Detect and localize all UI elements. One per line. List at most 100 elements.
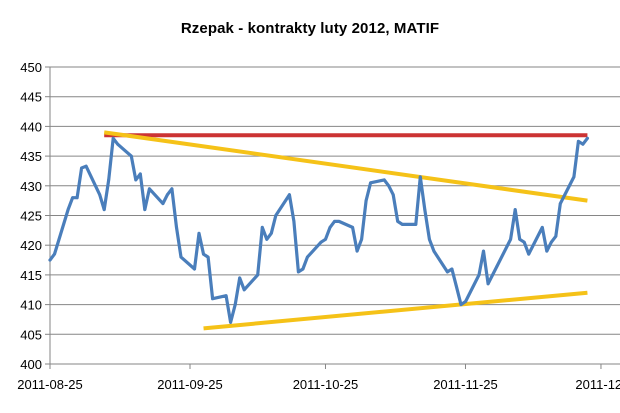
y-tick-label: 435 bbox=[20, 149, 42, 164]
price-point bbox=[202, 252, 205, 256]
price-point bbox=[369, 181, 372, 185]
y-tick-label: 440 bbox=[20, 119, 42, 134]
price-point bbox=[111, 136, 115, 140]
gridlines bbox=[50, 66, 620, 335]
x-tick-labels: 2011-08-25 2011-09-25 2011-10-25 2011-11-25… bbox=[17, 377, 620, 392]
x-tick-label: 2011-11-25 bbox=[433, 377, 498, 392]
price-point bbox=[459, 303, 463, 306]
price-point bbox=[242, 288, 246, 292]
trend-line bbox=[203, 290, 588, 331]
price-point bbox=[450, 267, 454, 271]
price-point bbox=[495, 264, 499, 268]
y-tick-label: 410 bbox=[20, 298, 42, 313]
price-point bbox=[351, 226, 354, 229]
price-point bbox=[333, 220, 336, 223]
price-point bbox=[53, 252, 56, 256]
price-point bbox=[66, 208, 70, 212]
price-point bbox=[265, 237, 269, 241]
price-point bbox=[166, 193, 169, 197]
price-point bbox=[464, 300, 467, 303]
price-point bbox=[324, 237, 327, 241]
price-point bbox=[428, 237, 431, 241]
price-point bbox=[382, 178, 386, 182]
price-point bbox=[328, 226, 332, 229]
price-point bbox=[179, 255, 183, 259]
x-tick-label: 2011-08-25 bbox=[17, 377, 83, 392]
price-point bbox=[301, 267, 305, 271]
price-point bbox=[129, 154, 133, 158]
price-point bbox=[518, 237, 522, 241]
price-point bbox=[513, 208, 517, 212]
price-point bbox=[170, 187, 174, 191]
price-point bbox=[143, 208, 147, 212]
y-tick-labels: 400 405 410 415 420 425 430 435 440 445 450 bbox=[20, 60, 42, 372]
y-tick-label: 400 bbox=[20, 357, 42, 372]
price-point bbox=[391, 193, 395, 197]
price-point bbox=[545, 249, 549, 253]
price-point bbox=[414, 223, 418, 226]
y-tick-label: 415 bbox=[20, 268, 42, 283]
trend-lines bbox=[103, 130, 588, 331]
price-point bbox=[107, 178, 111, 182]
price-point bbox=[355, 249, 359, 253]
price-point bbox=[572, 175, 576, 179]
price-point bbox=[387, 184, 391, 188]
price-point bbox=[400, 223, 404, 226]
price-point bbox=[138, 172, 142, 176]
x-tick-label: 2011-09-25 bbox=[157, 377, 223, 392]
price-point bbox=[48, 258, 52, 262]
y-tick-label: 420 bbox=[20, 238, 42, 253]
price-point bbox=[554, 234, 558, 238]
price-point bbox=[193, 267, 196, 271]
price-point bbox=[446, 270, 449, 274]
y-tick-label: 425 bbox=[20, 209, 42, 224]
price-point bbox=[260, 226, 264, 229]
price-point bbox=[581, 142, 585, 146]
price-point bbox=[306, 255, 309, 259]
price-point bbox=[540, 226, 544, 229]
x-tick-label: 2011-10-25 bbox=[293, 377, 359, 392]
price-line bbox=[48, 136, 590, 324]
price-point bbox=[75, 196, 79, 200]
price-point bbox=[360, 237, 363, 241]
price-point bbox=[288, 193, 291, 197]
price-point bbox=[256, 273, 260, 277]
price-point bbox=[224, 294, 228, 298]
price-point bbox=[161, 202, 165, 206]
price-point bbox=[238, 276, 242, 280]
price-point bbox=[197, 231, 201, 235]
price-point bbox=[229, 321, 233, 324]
trend-line bbox=[103, 130, 588, 203]
price-point bbox=[319, 240, 323, 244]
price-point bbox=[558, 202, 562, 206]
price-point bbox=[423, 208, 427, 212]
price-point bbox=[84, 164, 88, 168]
price-point bbox=[522, 240, 526, 244]
price-point bbox=[577, 139, 580, 143]
price-point bbox=[396, 220, 400, 223]
x-tick-label: 2011-12- bbox=[575, 377, 620, 392]
price-point bbox=[509, 237, 512, 241]
price-point bbox=[175, 226, 178, 229]
price-point bbox=[337, 220, 341, 223]
price-series bbox=[48, 136, 590, 324]
price-point bbox=[206, 255, 210, 259]
price-point bbox=[364, 199, 368, 203]
price-point bbox=[134, 178, 138, 182]
price-point bbox=[274, 214, 278, 217]
price-point bbox=[292, 220, 296, 223]
price-point bbox=[148, 187, 151, 191]
y-tick-label: 450 bbox=[20, 60, 42, 75]
axes bbox=[45, 66, 620, 369]
price-point bbox=[432, 249, 436, 253]
price-point bbox=[211, 297, 215, 301]
price-point bbox=[116, 142, 120, 146]
price-point bbox=[71, 196, 74, 200]
price-point bbox=[233, 303, 237, 306]
y-tick-label: 430 bbox=[20, 179, 42, 194]
price-point bbox=[491, 273, 494, 277]
y-tick-label: 405 bbox=[20, 327, 42, 342]
price-point bbox=[549, 240, 553, 244]
price-point bbox=[527, 252, 531, 256]
